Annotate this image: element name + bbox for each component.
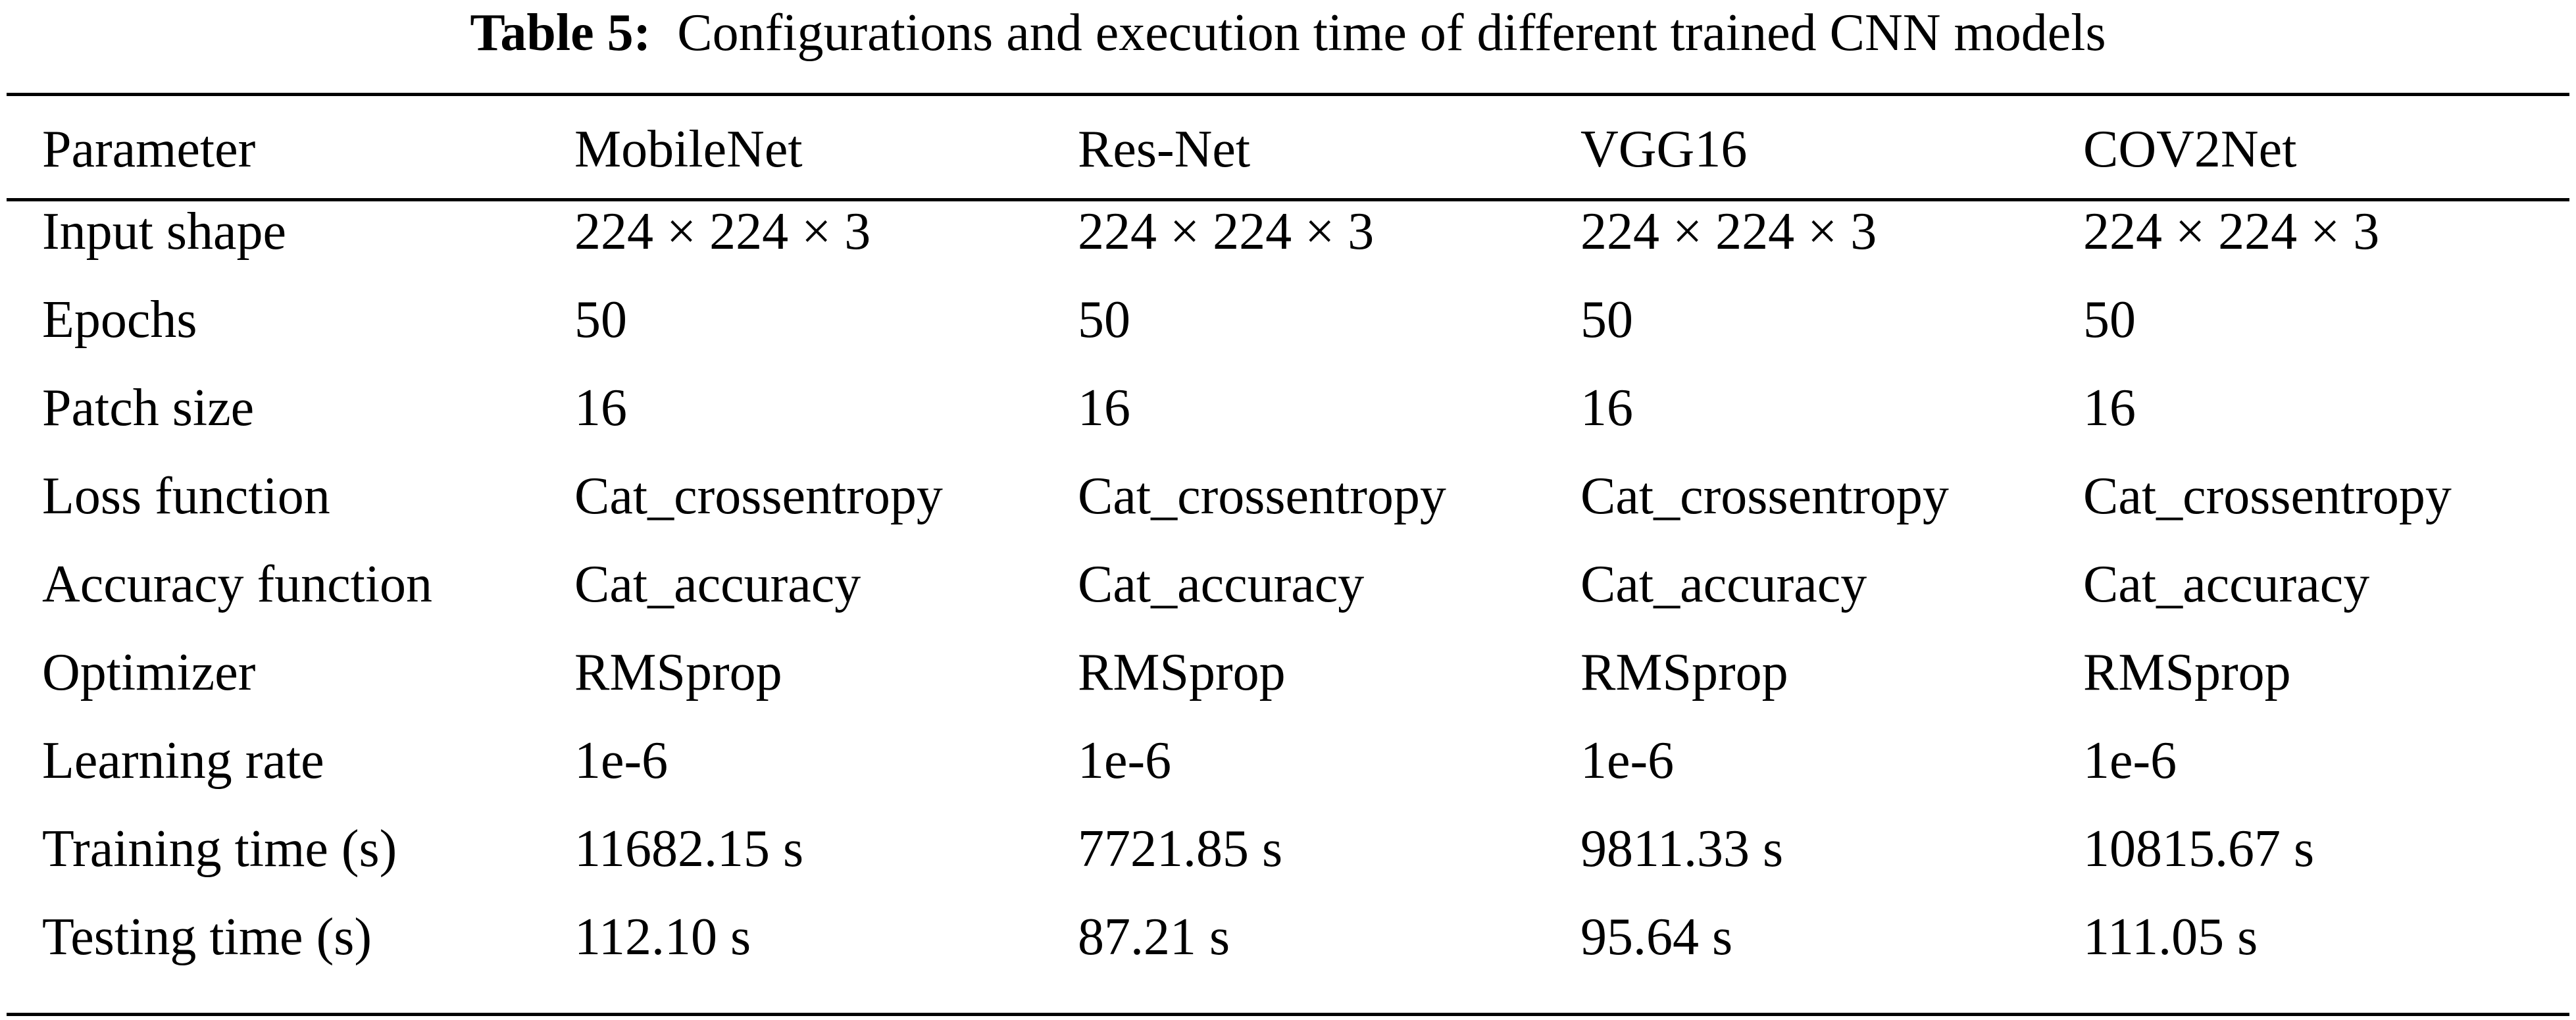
header-cell: Parameter xyxy=(42,120,256,178)
table-cell: Cat_crossentropy xyxy=(574,467,943,525)
table-cell: RMSprop xyxy=(1580,644,1788,701)
table-cell: Cat_crossentropy xyxy=(1580,467,1949,525)
row-label-cell: Testing time (s) xyxy=(42,908,372,966)
table-cell: 50 xyxy=(1078,291,1130,349)
header-cell: Res-Net xyxy=(1078,120,1251,178)
top-rule xyxy=(7,93,2569,96)
table-cell: 112.10 s xyxy=(574,908,751,966)
table-cell: 11682.15 s xyxy=(574,820,804,878)
table-cell: 1e-6 xyxy=(1078,732,1172,790)
table-row: Loss function Cat_crossentropy Cat_crossen… xyxy=(0,452,2576,540)
table-row: Testing time (s) 112.10 s 87.21 s 95.64 s 11… xyxy=(0,893,2576,981)
table-cell: 10815.67 s xyxy=(2083,820,2315,878)
table-cell: Cat_accuracy xyxy=(574,555,861,613)
row-label-cell: Epochs xyxy=(42,291,197,349)
row-label-cell: Input shape xyxy=(42,203,287,261)
table-cell: 87.21 s xyxy=(1078,908,1230,966)
table-caption: Table 5: Configurations and execution ti… xyxy=(0,0,2576,66)
table-cell: Cat_accuracy xyxy=(1078,555,1365,613)
table-row: Patch size 16 16 16 16 xyxy=(0,364,2576,452)
row-label-cell: Optimizer xyxy=(42,644,256,701)
table-cell: 1e-6 xyxy=(574,732,669,790)
table-cell: Cat_crossentropy xyxy=(2083,467,2452,525)
table-cell: RMSprop xyxy=(574,644,782,701)
table-cell: 111.05 s xyxy=(2083,908,2258,966)
table-cell: 16 xyxy=(574,379,627,437)
table-cell: Cat_accuracy xyxy=(2083,555,2370,613)
row-label-cell: Patch size xyxy=(42,379,255,437)
table-row: Input shape 224 × 224 × 3 224 × 224 × 3 224… xyxy=(0,188,2576,276)
table-row: Learning rate 1e-6 1e-6 1e-6 1e-6 xyxy=(0,717,2576,805)
table-cell: 16 xyxy=(1580,379,1633,437)
table-cell: RMSprop xyxy=(2083,644,2291,701)
table-cell: 224 × 224 × 3 xyxy=(1580,203,1877,261)
row-label-cell: Training time (s) xyxy=(42,820,397,878)
table-cell: 224 × 224 × 3 xyxy=(2083,203,2380,261)
table-cell: 95.64 s xyxy=(1580,908,1733,966)
table-cell: 16 xyxy=(2083,379,2136,437)
table-cell: 1e-6 xyxy=(2083,732,2177,790)
table-cell: RMSprop xyxy=(1078,644,1286,701)
table-caption-text: Configurations and execution time of dif… xyxy=(677,4,2106,62)
table-cell: 1e-6 xyxy=(1580,732,1675,790)
bottom-rule xyxy=(7,1013,2569,1016)
header-cell: VGG16 xyxy=(1580,120,1748,178)
header-cell: COV2Net xyxy=(2083,120,2297,178)
table-row: Training time (s) 11682.15 s 7721.85 s 9811… xyxy=(0,805,2576,893)
table-cell: 50 xyxy=(574,291,627,349)
table-cell: Cat_accuracy xyxy=(1580,555,1867,613)
table-cell: 224 × 224 × 3 xyxy=(1078,203,1375,261)
header-cell: MobileNet xyxy=(574,120,803,178)
table-header-row: Parameter MobileNet Res-Net VGG16 COV2Ne… xyxy=(0,105,2576,193)
table-cell: 224 × 224 × 3 xyxy=(574,203,871,261)
row-label-cell: Learning rate xyxy=(42,732,324,790)
table-cell: Cat_crossentropy xyxy=(1078,467,1446,525)
table-row: Accuracy function Cat_accuracy Cat_accurac… xyxy=(0,540,2576,628)
header-rule xyxy=(7,198,2569,201)
table-cell: 9811.33 s xyxy=(1580,820,1784,878)
table-cell: 16 xyxy=(1078,379,1130,437)
table-caption-label: Table 5: xyxy=(470,4,651,62)
row-label-cell: Loss function xyxy=(42,467,330,525)
table-cell: 50 xyxy=(1580,291,1633,349)
table-cell: 50 xyxy=(2083,291,2136,349)
table-cell: 7721.85 s xyxy=(1078,820,1283,878)
row-label-cell: Accuracy function xyxy=(42,555,433,613)
table-row: Optimizer RMSprop RMSprop RMSprop RMSprop xyxy=(0,628,2576,717)
table-row: Epochs 50 50 50 50 xyxy=(0,276,2576,364)
